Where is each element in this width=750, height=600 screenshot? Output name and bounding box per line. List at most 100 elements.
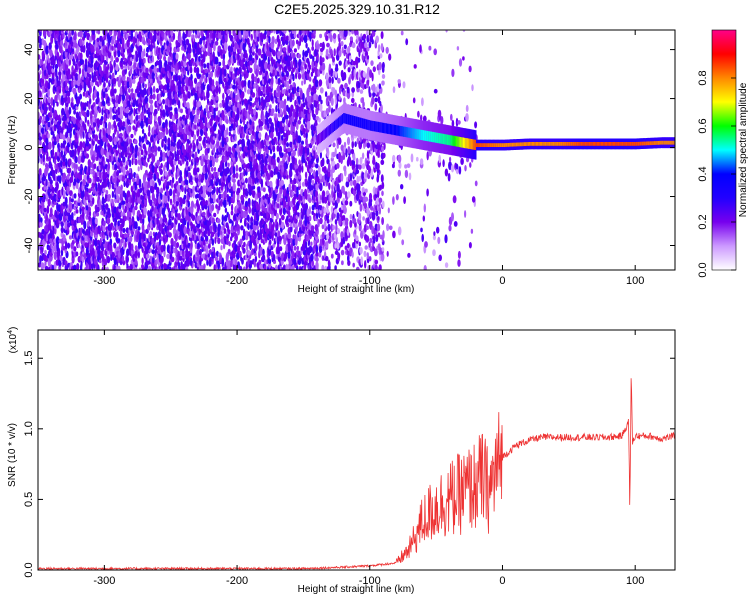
- heatmap-cell: [77, 73, 81, 81]
- heatmap-cell: [270, 108, 275, 114]
- heatmap-cell: [156, 159, 160, 166]
- heatmap-cell: [172, 83, 176, 91]
- heatmap-cell: [213, 251, 216, 259]
- heatmap-cell: [206, 62, 210, 69]
- heatmap-cell: [85, 48, 90, 59]
- heatmap-cell: [155, 88, 160, 94]
- heatmap-cell: [117, 43, 122, 51]
- heatmap-cell: [58, 94, 61, 101]
- heatmap-cell: [207, 98, 210, 104]
- heatmap-cell: [71, 170, 74, 177]
- heatmap-cell: [122, 156, 126, 163]
- heatmap-cell: [77, 201, 81, 207]
- heatmap-cell: [241, 71, 244, 77]
- heatmap-cell: [58, 259, 62, 267]
- heatmap-cell: [75, 84, 78, 89]
- heatmap-cell: [247, 162, 250, 169]
- heatmap-cell: [79, 38, 83, 47]
- heatmap-cell: [119, 106, 123, 114]
- heatmap-cell: [189, 142, 193, 150]
- heatmap-cell: [228, 181, 232, 188]
- heatmap-cell: [125, 93, 130, 101]
- heatmap-cell: [221, 123, 226, 132]
- heatmap-cell: [83, 174, 88, 181]
- heatmap-cell: [230, 236, 233, 242]
- heatmap-cell: [53, 193, 57, 202]
- heatmap-cell: [92, 126, 95, 132]
- heatmap-cell: [82, 91, 86, 97]
- heatmap-cell: [242, 57, 246, 63]
- heatmap-cell: [235, 172, 239, 179]
- heatmap-cell: [295, 92, 300, 97]
- heatmap-cell: [210, 98, 214, 106]
- heatmap-cell: [119, 132, 123, 138]
- heatmap-cell: [202, 184, 206, 193]
- heatmap-cell: [280, 179, 285, 186]
- heatmap-cell: [196, 30, 200, 36]
- heatmap-cell: [60, 142, 64, 149]
- heatmap-cell: [141, 257, 144, 265]
- heatmap-cell: [224, 42, 228, 51]
- heatmap-cell: [179, 196, 183, 206]
- heatmap-cell: [213, 221, 216, 227]
- heatmap-cell: [261, 141, 265, 149]
- heatmap-cell: [104, 203, 109, 210]
- heatmap-cell: [77, 155, 82, 165]
- heatmap-cell: [240, 159, 245, 165]
- heatmap-cell: [52, 148, 55, 156]
- heatmap-cell: [160, 162, 163, 169]
- heatmap-cell: [142, 143, 146, 150]
- heatmap-cell: [120, 57, 124, 64]
- heatmap-cell: [151, 249, 156, 255]
- heatmap-cell: [45, 233, 49, 242]
- heatmap-cell: [275, 113, 278, 121]
- heatmap-cell: [233, 121, 236, 130]
- heatmap-cell: [130, 31, 134, 40]
- heatmap-cell: [205, 77, 208, 84]
- heatmap-cell: [87, 119, 90, 125]
- heatmap-cell: [222, 82, 225, 88]
- heatmap-cell: [78, 67, 82, 75]
- heatmap-cell: [124, 57, 127, 63]
- heatmap-cell: [67, 242, 71, 249]
- heatmap-cell: [149, 94, 154, 100]
- heatmap-cell: [73, 211, 76, 216]
- heatmap-cell: [144, 169, 148, 176]
- heatmap-cell: [108, 135, 113, 143]
- heatmap-cell: [255, 201, 259, 207]
- heatmap-cell: [251, 73, 255, 81]
- heatmap-cell: [234, 134, 237, 142]
- heatmap-cell: [127, 146, 130, 154]
- heatmap-cell: [223, 190, 227, 199]
- heatmap-cell: [211, 203, 215, 212]
- heatmap-cell: [83, 252, 87, 260]
- heatmap-cell: [71, 149, 75, 158]
- heatmap-cell: [133, 107, 136, 117]
- heatmap-cell: [141, 195, 144, 201]
- heatmap-cell: [96, 176, 100, 182]
- heatmap-cell: [176, 185, 180, 191]
- heatmap-cell: [300, 207, 303, 214]
- heatmap-cell: [293, 234, 297, 240]
- heatmap-cell: [162, 244, 166, 252]
- heatmap-cell: [167, 263, 170, 270]
- heatmap-cell: [82, 141, 86, 149]
- heatmap-cell: [213, 167, 217, 172]
- heatmap-cell: [171, 222, 174, 229]
- heatmap-cell: [120, 212, 124, 217]
- heatmap-cell: [141, 156, 144, 163]
- heatmap-cell: [111, 251, 115, 259]
- heatmap-cell: [238, 167, 242, 172]
- heatmap-cell: [106, 42, 109, 48]
- heatmap-cell: [255, 111, 258, 119]
- heatmap-cell: [244, 200, 249, 208]
- heatmap-cell: [218, 86, 221, 94]
- heatmap-cell: [201, 211, 206, 217]
- heatmap-cell: [157, 146, 161, 152]
- heatmap-cell: [222, 161, 225, 171]
- heatmap-cell: [196, 222, 201, 229]
- heatmap-cell: [268, 36, 271, 44]
- heatmap-cell: [151, 55, 154, 63]
- heatmap-cell: [163, 217, 168, 223]
- heatmap-cell: [62, 190, 66, 198]
